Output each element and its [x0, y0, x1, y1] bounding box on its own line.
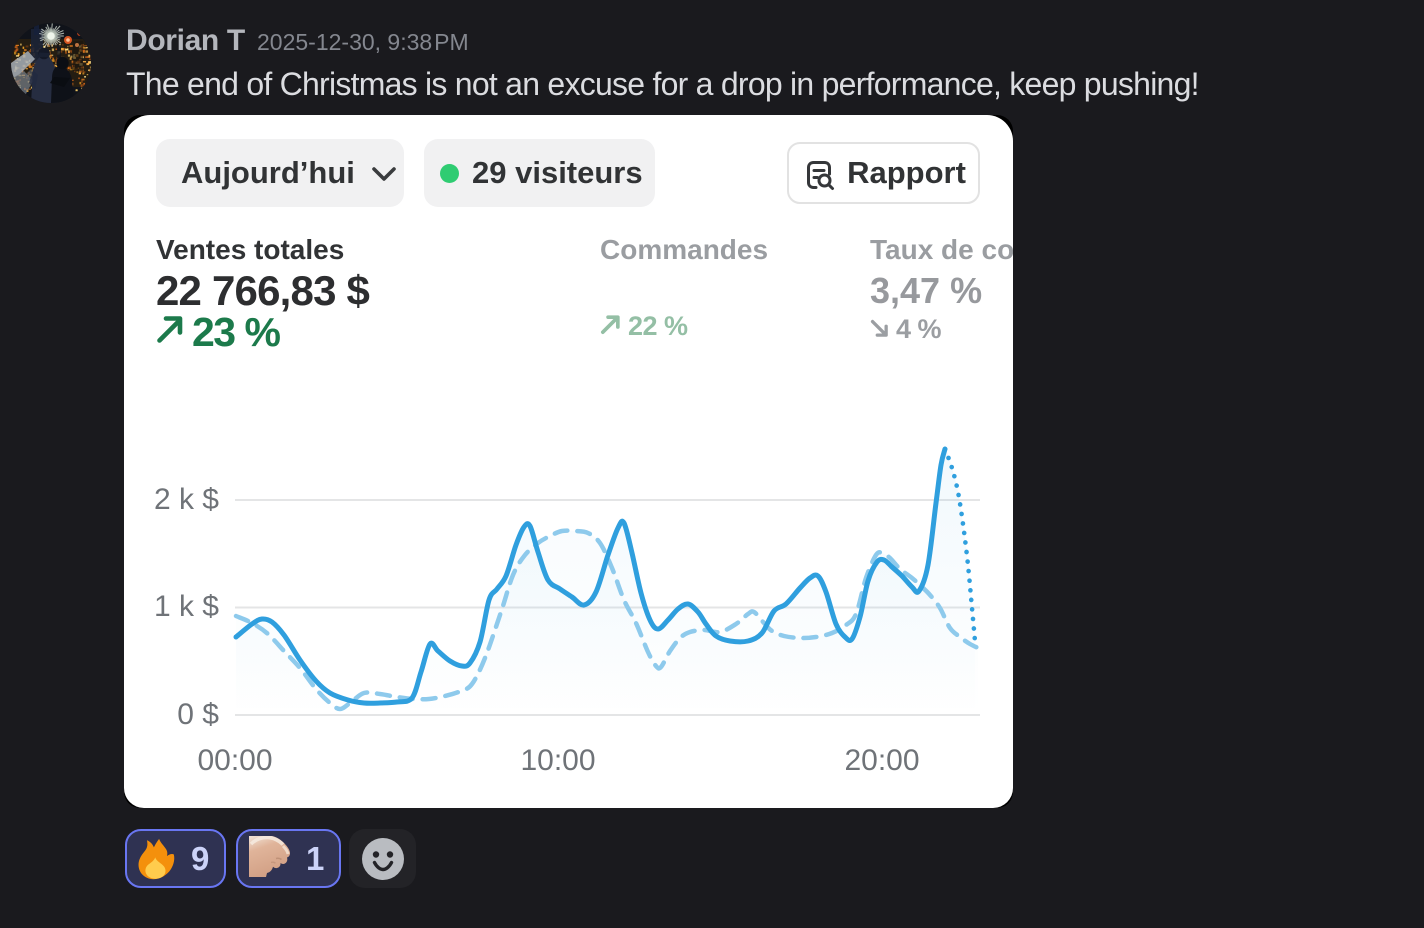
svg-text:10:00: 10:00 — [520, 744, 595, 777]
svg-text:20:00: 20:00 — [844, 744, 919, 777]
svg-text:2 k $: 2 k $ — [154, 483, 219, 516]
svg-text:00:00: 00:00 — [197, 744, 272, 777]
svg-text:0 $: 0 $ — [177, 698, 219, 731]
svg-text:1 k $: 1 k $ — [154, 590, 219, 623]
